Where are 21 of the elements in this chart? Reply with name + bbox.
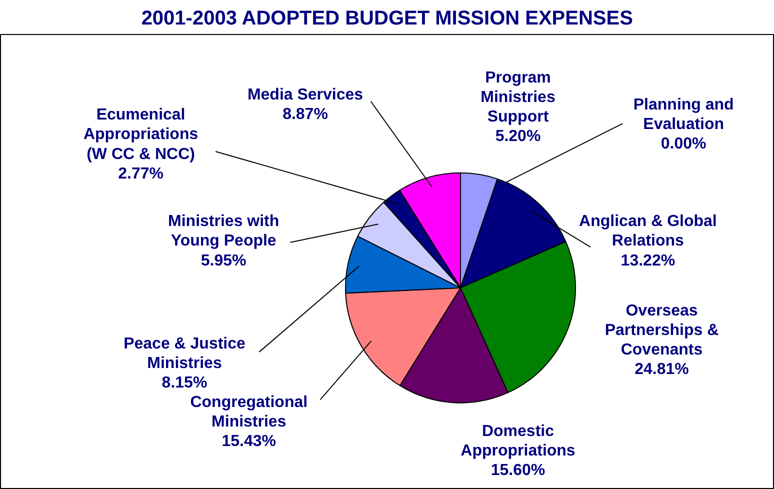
category-label: Planning and Evaluation — [633, 96, 734, 134]
data-label: 8.87% — [282, 106, 328, 124]
data-label: 8.15% — [162, 374, 208, 392]
data-label: 5.20% — [495, 128, 541, 146]
slice-label: Overseas Partnerships & Covenants — [604, 302, 720, 359]
data-label: 15.43% — [222, 432, 276, 450]
data-label: 24.81% — [634, 361, 689, 378]
slice-label: Peace & Justice Ministries — [124, 336, 246, 372]
data-label: 5.95% — [200, 252, 246, 270]
slice-label: Ecumenical Appropriations (W CC & NCC) — [83, 106, 198, 163]
text: 0.00% — [660, 136, 706, 153]
slice-label: Anglican & Global Relations — [579, 213, 717, 250]
slice-label: Program Ministries Support — [480, 69, 556, 126]
slice-label: Ministries with Young People — [168, 213, 280, 250]
data-label: 2.77% — [118, 165, 164, 182]
slice-label: Congregational Ministries — [190, 394, 308, 430]
data-label: 15.60% — [490, 462, 546, 480]
slice-label: Domestic Appropriations — [460, 422, 576, 460]
data-label: 13.22% — [620, 252, 676, 270]
chart-title: 2001-2003 ADOPTED BUDGET MISSION EXPENSES — [141, 8, 633, 30]
slice-label: Media Services — [247, 86, 364, 104]
